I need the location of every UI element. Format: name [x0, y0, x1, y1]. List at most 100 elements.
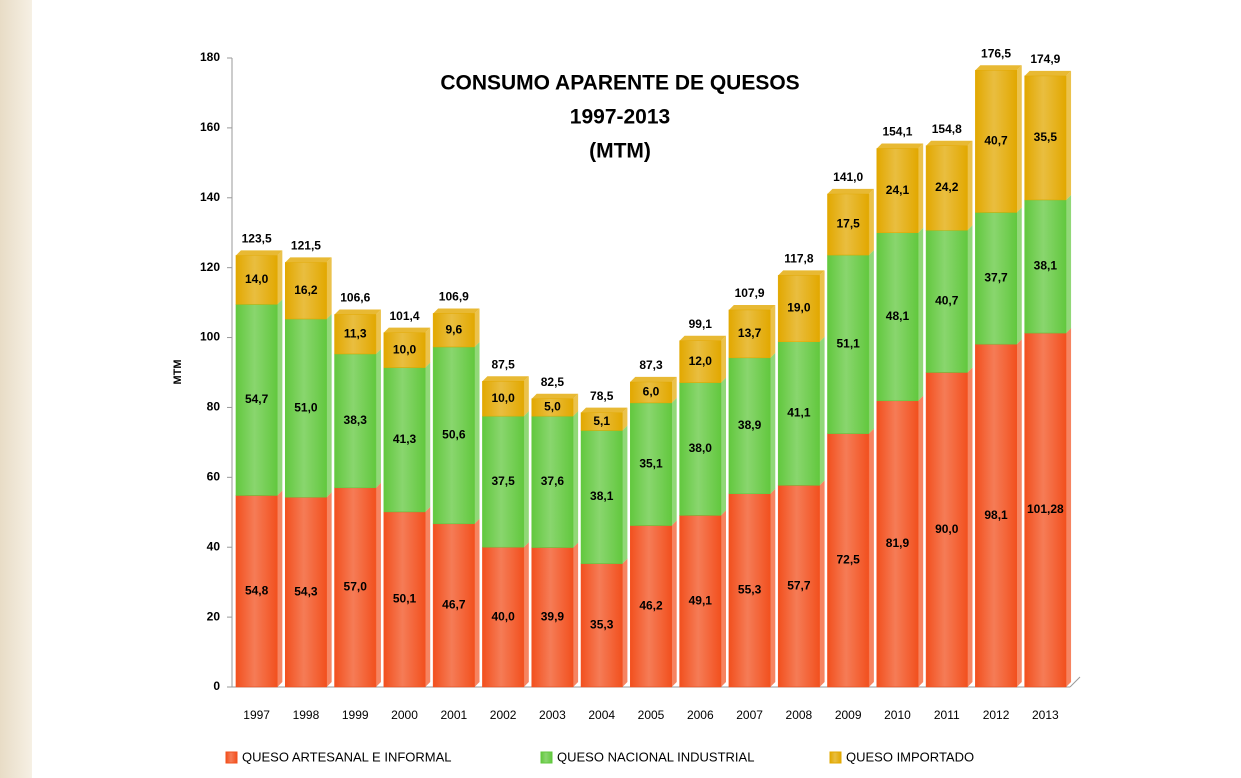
value-label: 10,0	[491, 391, 515, 405]
value-label: 57,0	[344, 580, 368, 594]
value-label: 46,2	[639, 598, 663, 612]
bar-side	[1016, 339, 1022, 687]
value-label: 9,6	[445, 322, 462, 336]
bar-segment	[925, 230, 968, 373]
y-tick-label: 0	[213, 679, 220, 693]
bar-segment	[1024, 199, 1067, 334]
bar-side	[819, 270, 825, 342]
bar-segment	[531, 415, 574, 548]
bar-side	[671, 376, 677, 403]
x-tick-label: 2003	[539, 708, 566, 722]
value-label: 41,1	[787, 406, 811, 420]
bar-side	[1016, 65, 1022, 213]
bar-side	[425, 362, 431, 512]
legend-swatch	[225, 751, 238, 764]
bar-side	[918, 395, 924, 687]
total-label: 121,5	[291, 239, 321, 253]
bar-top	[482, 376, 529, 382]
bar-segment	[284, 262, 327, 320]
bar-top	[285, 257, 332, 263]
bar-side	[375, 309, 381, 354]
value-label: 35,5	[1034, 130, 1058, 144]
bar-segment	[975, 343, 1018, 688]
bar-segment	[876, 232, 919, 402]
value-label: 38,1	[1034, 259, 1058, 273]
x-tick-label: 2009	[835, 708, 862, 722]
value-label: 40,7	[935, 294, 959, 308]
bar-top	[383, 327, 431, 333]
bar-side	[474, 308, 480, 347]
bar-side	[1066, 328, 1072, 687]
value-label: 11,3	[344, 326, 367, 340]
value-label: 55,3	[738, 583, 762, 597]
x-tick-label: 2001	[440, 708, 467, 722]
bar-segment	[925, 372, 968, 688]
bar-segment	[728, 493, 771, 688]
x-tick-label: 1997	[243, 708, 270, 722]
bar-side	[425, 327, 431, 368]
bar-side	[523, 376, 529, 417]
y-tick-label: 80	[207, 400, 221, 414]
bar-segment	[284, 318, 327, 498]
bar-side	[868, 188, 874, 256]
bar-side	[622, 425, 628, 564]
total-label: 176,5	[981, 46, 1011, 60]
bar-segment	[876, 400, 919, 688]
total-label: 154,8	[932, 122, 962, 136]
bar-side	[770, 304, 776, 358]
bar-segment	[482, 380, 525, 417]
total-label: 117,8	[784, 252, 814, 266]
value-label: 54,3	[294, 584, 318, 598]
y-tick-label: 160	[200, 120, 220, 134]
bar-segment	[334, 353, 377, 489]
bar-side	[375, 348, 381, 488]
value-label: 51,1	[836, 337, 860, 351]
bar-side	[573, 542, 579, 687]
y-tick-label: 120	[200, 260, 220, 274]
bar-segment	[432, 313, 475, 348]
x-tick-label: 2000	[391, 708, 418, 722]
value-label: 37,7	[984, 270, 1008, 284]
value-label: 40,0	[491, 609, 515, 623]
chart-title: (MTM)	[589, 140, 651, 163]
chart-title: 1997-2013	[570, 106, 670, 129]
bar-top	[235, 250, 283, 256]
x-tick-label: 2008	[786, 708, 813, 722]
bar-segment	[235, 304, 278, 496]
value-label: 35,3	[590, 617, 614, 631]
value-label: 37,5	[491, 474, 515, 488]
x-tick-label: 2004	[588, 708, 615, 722]
value-label: 50,1	[393, 592, 417, 606]
x-tick-label: 2013	[1032, 708, 1059, 722]
bar-side	[819, 480, 825, 687]
legend-label: QUESO NACIONAL INDUSTRIAL	[557, 749, 754, 764]
total-label: 141,0	[833, 170, 863, 184]
bar-side	[1066, 194, 1072, 334]
bar-segment	[827, 433, 870, 688]
value-label: 38,1	[590, 489, 614, 503]
bar-top	[334, 309, 381, 315]
legend-label: QUESO IMPORTADO	[846, 749, 974, 764]
value-label: 16,2	[294, 283, 318, 297]
value-label: 41,3	[393, 432, 417, 446]
value-label: 38,0	[689, 441, 713, 455]
bar-segment	[235, 495, 278, 688]
bar-segment	[925, 145, 968, 231]
bar-side	[720, 335, 726, 383]
chart-title: CONSUMO APARENTE DE QUESOS	[440, 72, 799, 95]
value-label: 10,0	[393, 342, 417, 356]
bar-side	[967, 225, 973, 373]
value-label: 72,5	[836, 552, 860, 566]
value-label: 24,1	[886, 183, 910, 197]
bar-side	[819, 336, 825, 486]
bar-side	[868, 250, 874, 434]
bar-segment	[432, 523, 475, 688]
y-tick-label: 100	[200, 330, 220, 344]
y-tick-label: 40	[207, 539, 221, 553]
bar-side	[622, 407, 628, 431]
bar-segment	[728, 357, 771, 495]
bar-top	[1024, 70, 1072, 76]
value-label: 54,8	[245, 583, 269, 597]
bar-segment	[334, 487, 377, 688]
